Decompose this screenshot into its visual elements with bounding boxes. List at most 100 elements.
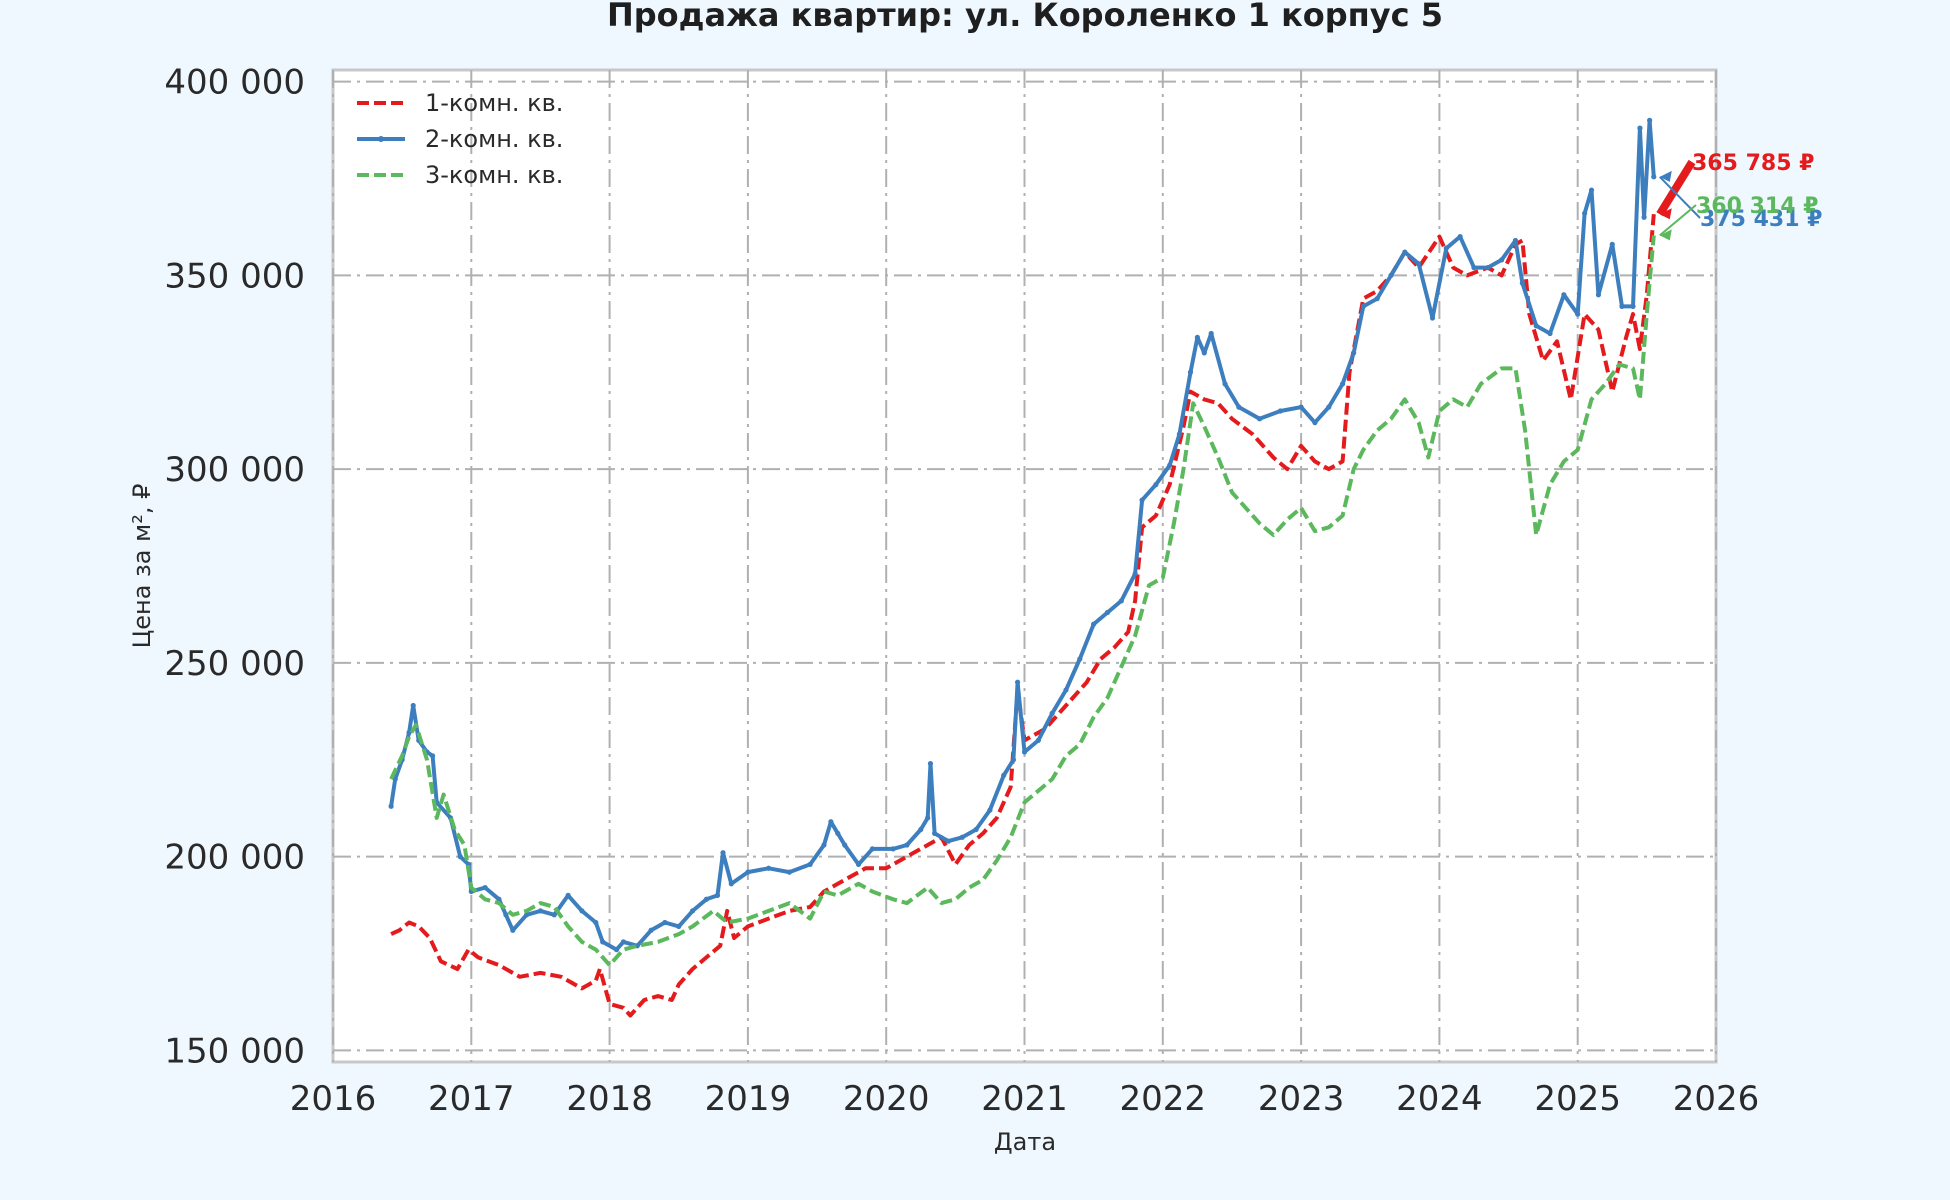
series-2-point-110 <box>1651 174 1657 180</box>
series-2-point-23 <box>600 939 606 945</box>
end-arrow-2 <box>1659 176 1701 219</box>
series-2-point-107 <box>1637 125 1643 131</box>
y-axis-title: Цена за м², ₽ <box>128 484 156 649</box>
series-2-point-104 <box>1609 241 1615 247</box>
series-2-point-50 <box>932 830 938 836</box>
series-2-point-48 <box>925 815 931 821</box>
series-2-point-45 <box>890 846 896 852</box>
series-2-point-32 <box>714 892 721 898</box>
series-2-point-61 <box>1063 687 1069 693</box>
series-2-point-39 <box>821 842 827 848</box>
series-2-point-53 <box>973 826 979 833</box>
series-2-point-55 <box>1001 772 1007 778</box>
series-2-point-77 <box>1257 416 1263 422</box>
series-2-point-56 <box>1010 757 1017 763</box>
series-2-point-98 <box>1547 330 1553 337</box>
y-tick-label-350000: 350 000 <box>164 256 305 296</box>
series-2-point-38 <box>807 861 813 867</box>
series-2-point-1 <box>392 776 398 782</box>
series-2-point-33 <box>720 850 726 856</box>
end-arrow-1 <box>1656 159 1696 217</box>
series-2-point-54 <box>987 807 993 813</box>
x-tick-label-2024: 2024 <box>1396 1079 1483 1119</box>
series-2-point-47 <box>918 826 924 833</box>
x-tick-label-2021: 2021 <box>981 1079 1068 1119</box>
x-tick-layer: 2016 2017 2018 2019 2020 2021 2022 2023 2024 2025… <box>290 1079 1760 1119</box>
series-2-point-66 <box>1132 571 1138 577</box>
series-2-point-73 <box>1201 350 1207 356</box>
series-2-point-79 <box>1298 404 1304 410</box>
legend-label-1: 1-комн. кв. <box>425 89 563 117</box>
series-2-point-94 <box>1499 257 1505 263</box>
y-tick-label-250000: 250 000 <box>164 644 305 684</box>
series-2-point-34 <box>728 881 734 887</box>
series-layer <box>388 117 1657 1018</box>
end-label-layer: 365 785 ₽ 375 431 ₽360 314 ₽ <box>1656 151 1822 241</box>
legend-label-3: 3-комн. кв. <box>425 161 563 189</box>
series-2-point-95 <box>1512 237 1519 244</box>
x-tick-label-2023: 2023 <box>1258 1079 1345 1119</box>
series-2-point-92 <box>1471 265 1477 271</box>
series-2-point-58 <box>1021 749 1028 755</box>
series-2-point-71 <box>1187 369 1194 375</box>
series-2-point-109 <box>1647 117 1653 123</box>
end-arrow-3 <box>1659 204 1697 237</box>
series-2-point-43 <box>855 861 862 867</box>
series-2-point-19 <box>551 912 557 918</box>
series-2-point-62 <box>1077 656 1083 662</box>
x-tick-label-2019: 2019 <box>705 1079 792 1119</box>
series-2-point-106 <box>1630 303 1636 309</box>
x-tick-label-2026: 2026 <box>1673 1079 1760 1119</box>
series-2-point-67 <box>1139 497 1145 503</box>
series-2-point-37 <box>786 869 792 875</box>
x-tick-label-2017: 2017 <box>428 1079 515 1119</box>
end-label-1: 365 785 ₽ <box>1692 151 1814 176</box>
series-2-point-102 <box>1588 187 1595 193</box>
series-2-point-72 <box>1194 334 1200 340</box>
series-2-point-4 <box>410 702 416 709</box>
series-2-point-51 <box>945 838 952 844</box>
series-2-point-90 <box>1443 245 1449 251</box>
end-arrowhead-2 <box>1659 170 1672 182</box>
x-tick-label-2016: 2016 <box>290 1079 377 1119</box>
series-2-point-93 <box>1485 265 1491 271</box>
chart-title: Продажа квартир: ул. Короленко 1 корпус … <box>607 0 1443 34</box>
series-2-point-20 <box>565 892 571 898</box>
series-2-point-80 <box>1312 420 1318 426</box>
series-2-point-31 <box>703 896 710 902</box>
series-2-point-100 <box>1575 311 1581 317</box>
series-2-point-108 <box>1641 214 1647 220</box>
series-2-point-41 <box>835 830 841 836</box>
legend: 1-комн. кв. 2-комн. кв. 3-комн. кв. <box>357 89 563 189</box>
series-2-point-69 <box>1167 462 1173 468</box>
series-2-point-101 <box>1582 210 1588 216</box>
series-2-point-75 <box>1222 381 1228 387</box>
y-tick-label-400000: 400 000 <box>164 63 305 103</box>
series-2-point-14 <box>496 896 502 902</box>
end-arrowhead-3 <box>1659 229 1672 241</box>
x-tick-label-2018: 2018 <box>566 1079 653 1119</box>
series-2-point-84 <box>1360 303 1366 309</box>
series-2-point-17 <box>524 912 530 918</box>
series-2-point-46 <box>904 842 910 848</box>
series-2-point-97 <box>1533 323 1539 329</box>
series-2-point-44 <box>869 846 875 852</box>
series-2-point-65 <box>1118 598 1124 604</box>
series-2-point-82 <box>1339 381 1346 387</box>
series-2-point-60 <box>1049 710 1055 716</box>
x-tick-label-2020: 2020 <box>843 1079 930 1119</box>
series-2-point-96 <box>1519 280 1525 286</box>
series-2-point-83 <box>1351 350 1357 356</box>
series-2-point-89 <box>1429 315 1436 321</box>
x-axis-title: Дата <box>994 1128 1056 1156</box>
series-2-point-22 <box>593 919 599 926</box>
series-2-point-10 <box>457 854 463 860</box>
series-2-point-27 <box>648 927 654 933</box>
series-2-point-87 <box>1402 249 1408 255</box>
end-label-2: 375 431 ₽ <box>1700 207 1822 232</box>
series-line-1 <box>390 214 1656 1018</box>
series-2-point-40 <box>828 819 834 825</box>
series-2-point-85 <box>1374 296 1380 302</box>
y-tick-label-150000: 150 000 <box>164 1031 305 1071</box>
